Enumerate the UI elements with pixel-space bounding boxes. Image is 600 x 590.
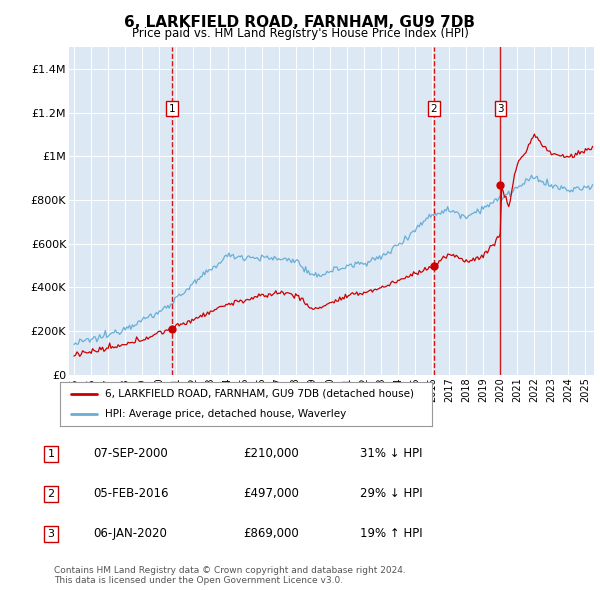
Text: £210,000: £210,000 (243, 447, 299, 460)
Text: 6, LARKFIELD ROAD, FARNHAM, GU9 7DB (detached house): 6, LARKFIELD ROAD, FARNHAM, GU9 7DB (det… (104, 389, 413, 399)
Text: 1: 1 (169, 104, 175, 114)
Text: 31% ↓ HPI: 31% ↓ HPI (360, 447, 422, 460)
Text: £869,000: £869,000 (243, 527, 299, 540)
Text: 29% ↓ HPI: 29% ↓ HPI (360, 487, 422, 500)
Text: Contains HM Land Registry data © Crown copyright and database right 2024.
This d: Contains HM Land Registry data © Crown c… (54, 566, 406, 585)
Text: 3: 3 (497, 104, 504, 114)
Text: £497,000: £497,000 (243, 487, 299, 500)
Text: 05-FEB-2016: 05-FEB-2016 (93, 487, 169, 500)
Text: HPI: Average price, detached house, Waverley: HPI: Average price, detached house, Wave… (104, 409, 346, 419)
Text: Price paid vs. HM Land Registry's House Price Index (HPI): Price paid vs. HM Land Registry's House … (131, 27, 469, 40)
Text: 6, LARKFIELD ROAD, FARNHAM, GU9 7DB: 6, LARKFIELD ROAD, FARNHAM, GU9 7DB (125, 15, 476, 30)
Text: 06-JAN-2020: 06-JAN-2020 (93, 527, 167, 540)
Text: 2: 2 (430, 104, 437, 114)
Text: 2: 2 (47, 489, 55, 499)
Text: 1: 1 (47, 449, 55, 458)
Text: 3: 3 (47, 529, 55, 539)
Text: 19% ↑ HPI: 19% ↑ HPI (360, 527, 422, 540)
Text: 07-SEP-2000: 07-SEP-2000 (93, 447, 168, 460)
